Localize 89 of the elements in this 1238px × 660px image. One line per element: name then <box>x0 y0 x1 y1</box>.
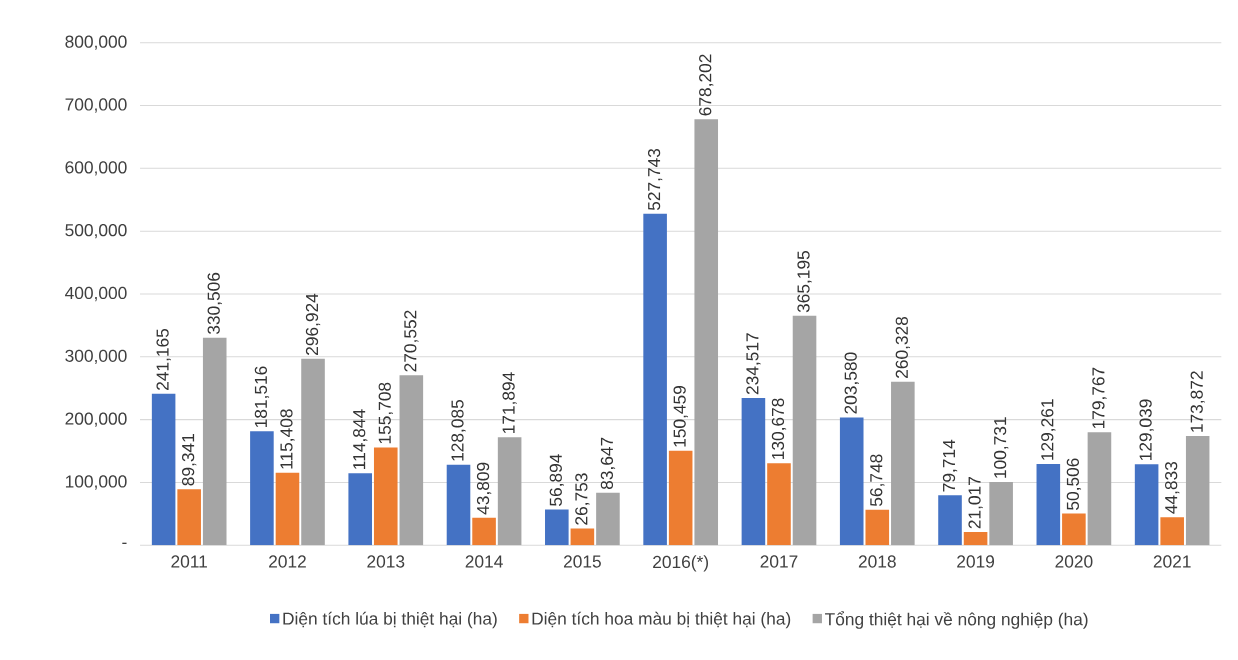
bar <box>891 381 915 546</box>
legend-label: Diện tích hoa màu bị thiệt hại (ha) <box>532 611 791 629</box>
bar <box>275 472 300 546</box>
bar <box>446 464 471 546</box>
legend-label: Diện tích lúa bị thiệt hại (ha) <box>283 611 497 629</box>
data-label: 270,552 <box>404 310 419 372</box>
bar <box>596 492 620 546</box>
bar <box>694 119 719 546</box>
bar <box>741 397 766 546</box>
bar <box>1036 464 1061 546</box>
bar <box>373 447 398 546</box>
y-tick-label: 100,000 <box>65 475 127 490</box>
data-label: 527,743 <box>647 148 663 211</box>
bar <box>570 528 595 546</box>
data-label: 56,894 <box>549 454 564 506</box>
x-tick-label: 2013 <box>367 555 405 568</box>
y-tick-label: 600,000 <box>65 161 127 176</box>
bar <box>497 437 522 546</box>
bar <box>1185 436 1210 546</box>
bar <box>1087 432 1112 546</box>
bar <box>767 463 791 546</box>
data-label: 50,506 <box>1066 458 1082 510</box>
bar <box>151 393 176 546</box>
bar <box>545 509 569 546</box>
x-tick-label: 2018 <box>858 555 896 568</box>
data-label: 171,894 <box>502 372 517 434</box>
y-tick-label: 200,000 <box>65 412 127 427</box>
x-tick-label: 2015 <box>563 555 601 568</box>
bar <box>865 509 890 546</box>
data-label: 129,039 <box>1139 399 1154 460</box>
data-label: 115,408 <box>280 409 295 469</box>
data-label: 203,580 <box>844 352 859 414</box>
data-label: 26,753 <box>575 473 590 525</box>
x-tick-label: 2017 <box>760 555 798 568</box>
data-label: 260,328 <box>895 316 910 378</box>
data-label: 130,678 <box>771 398 787 459</box>
bar <box>989 482 1013 546</box>
data-label: 129,261 <box>1041 399 1056 460</box>
y-tick-label: 400,000 <box>65 286 127 302</box>
bar <box>1062 513 1086 546</box>
data-label: 79,714 <box>942 439 958 492</box>
bar <box>202 337 227 546</box>
y-tick-label: - <box>122 542 127 545</box>
bar <box>1134 464 1159 546</box>
data-label: 43,809 <box>476 462 492 515</box>
bar <box>399 375 424 546</box>
bar <box>250 431 274 546</box>
data-label: 44,833 <box>1165 461 1180 514</box>
x-tick-label: 2014 <box>465 555 503 568</box>
legend-label: Tổng thiệt hại về nông nghiệp (ha) <box>825 611 1088 629</box>
x-tick-label: 2016(*) <box>653 555 709 572</box>
data-label: 234,517 <box>746 333 761 395</box>
data-label: 114,844 <box>353 409 368 469</box>
data-label: 155,708 <box>378 382 393 444</box>
bar <box>643 213 667 546</box>
data-label: 181,516 <box>254 366 270 428</box>
y-tick-label: 700,000 <box>65 98 127 113</box>
x-tick-label: 2021 <box>1153 555 1191 568</box>
data-label: 150,459 <box>673 386 688 447</box>
bar <box>348 473 373 546</box>
data-label: 83,647 <box>600 437 616 490</box>
bar <box>839 417 864 546</box>
data-label: 365,195 <box>797 251 812 313</box>
data-label: 296,924 <box>305 293 321 355</box>
data-label: 21,017 <box>968 477 983 529</box>
x-tick-label: 2019 <box>957 555 995 568</box>
data-label: 100,731 <box>993 417 1009 478</box>
data-label: 173,872 <box>1190 371 1205 432</box>
bar <box>963 532 988 546</box>
data-label: 56,748 <box>870 454 885 507</box>
bar <box>177 489 201 546</box>
y-tick-label: 800,000 <box>65 35 127 50</box>
x-tick-label: 2011 <box>171 555 207 568</box>
x-tick-label: 2020 <box>1055 555 1093 568</box>
data-label: 330,506 <box>207 272 222 335</box>
bar <box>1160 517 1184 546</box>
y-tick-label: 500,000 <box>65 224 127 239</box>
bar <box>668 450 693 546</box>
x-tick-label: 2012 <box>269 555 306 568</box>
data-label: 128,085 <box>451 400 466 461</box>
y-tick-label: 300,000 <box>65 349 127 364</box>
data-label: 241,165 <box>156 328 171 390</box>
bar <box>301 358 325 546</box>
data-label: 179,767 <box>1092 367 1107 429</box>
bar <box>792 315 817 546</box>
bar <box>938 495 962 546</box>
bar <box>472 517 496 546</box>
data-label: 678,202 <box>699 54 714 116</box>
data-label: 89,341 <box>182 434 197 486</box>
